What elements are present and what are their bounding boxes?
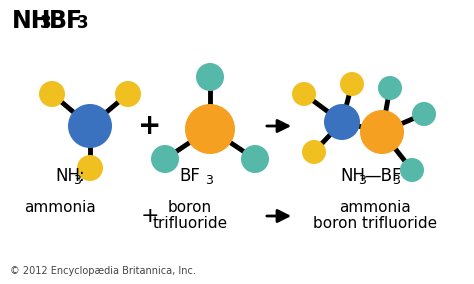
Text: NH: NH (12, 9, 52, 33)
Circle shape (378, 76, 402, 100)
Circle shape (185, 104, 235, 154)
Circle shape (39, 81, 65, 107)
Circle shape (292, 82, 316, 106)
Text: ammonia: ammonia (339, 201, 411, 216)
Circle shape (77, 155, 103, 181)
Text: :: : (79, 167, 85, 185)
Text: +: + (138, 112, 162, 140)
Text: 3: 3 (40, 14, 52, 32)
Circle shape (400, 158, 424, 182)
Text: trifluoride: trifluoride (153, 216, 228, 231)
Text: +: + (141, 206, 159, 226)
Text: 3: 3 (358, 174, 366, 187)
Text: BF: BF (180, 167, 201, 185)
Circle shape (360, 110, 404, 154)
Text: 3: 3 (205, 174, 213, 187)
Circle shape (340, 72, 364, 96)
Text: 3: 3 (77, 14, 89, 32)
Text: NH: NH (55, 167, 80, 185)
Circle shape (151, 145, 179, 173)
Text: © 2012 Encyclopædia Britannica, Inc.: © 2012 Encyclopædia Britannica, Inc. (10, 266, 196, 276)
Text: boron: boron (168, 201, 212, 216)
Text: ammonia: ammonia (24, 201, 96, 216)
Text: BF: BF (49, 9, 83, 33)
Circle shape (68, 104, 112, 148)
Text: 3: 3 (73, 174, 81, 187)
Circle shape (412, 102, 436, 126)
Circle shape (115, 81, 141, 107)
Text: NH: NH (340, 167, 365, 185)
Circle shape (241, 145, 269, 173)
Circle shape (302, 140, 326, 164)
Text: 3: 3 (392, 174, 400, 187)
Circle shape (196, 63, 224, 91)
Text: boron trifluoride: boron trifluoride (313, 216, 437, 231)
Circle shape (324, 104, 360, 140)
Text: —BF: —BF (364, 167, 401, 185)
